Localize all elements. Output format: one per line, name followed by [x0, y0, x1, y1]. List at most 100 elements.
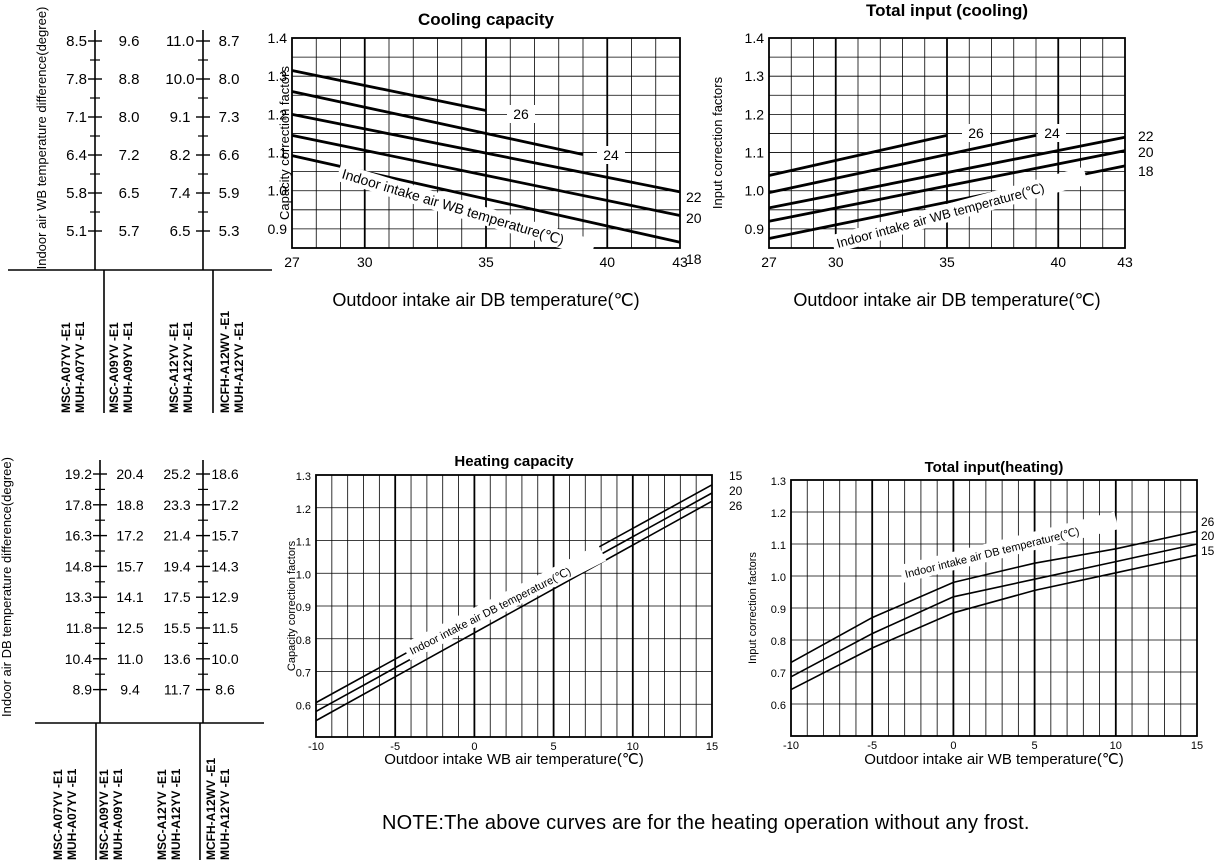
chart-title: Cooling capacity: [418, 10, 555, 29]
scale-value: 7.4: [170, 185, 191, 202]
scale-value: 19.4: [163, 558, 190, 574]
model-name: MCFH-A12WV -E1: [218, 311, 232, 413]
series-label-bg: [1038, 124, 1066, 142]
scale-value: 11.0: [117, 651, 143, 667]
y-tick-label: 1.0: [745, 183, 765, 199]
scale-value: 13.6: [163, 651, 190, 667]
scale-value: 10.0: [211, 651, 238, 667]
series-label: 18: [686, 251, 702, 267]
scale-value: 12.9: [211, 589, 238, 605]
x-tick-label: 43: [1117, 254, 1133, 270]
model-name: MUH-A09YV -E1: [111, 768, 125, 860]
y-tick-label: 0.6: [771, 700, 786, 712]
scale-value: 17.5: [163, 589, 190, 605]
x-axis-label: Outdoor intake air DB temperature(℃): [793, 290, 1100, 310]
y-tick-label: 1.3: [268, 68, 288, 84]
y-axis-label: Capacity correction factors: [277, 66, 292, 220]
table-y-label: Indoor air WB temperature difference(deg…: [34, 7, 49, 270]
scale-value: 5.9: [219, 185, 240, 202]
x-tick-label: 27: [761, 254, 777, 270]
scale-value: 5.3: [219, 223, 240, 240]
scale-value: 15.7: [116, 558, 143, 574]
scale-value: 15.7: [211, 528, 238, 544]
scale-value: 25.2: [163, 466, 190, 482]
series-line-20: [291, 133, 681, 217]
plot-frame: [291, 37, 681, 249]
x-tick-label: 0: [471, 741, 477, 753]
series-line-24: [291, 90, 584, 156]
plot-frame: [315, 474, 713, 738]
model-name: MSC-A07YV -E1: [51, 769, 65, 860]
series-label: 22: [686, 189, 702, 205]
x-tick-label: 40: [1050, 254, 1066, 270]
x-axis-label: Outdoor intake WB air temperature(℃): [384, 751, 643, 768]
scale-value: 17.2: [211, 497, 238, 513]
annotation-text: Indoor intake air WB temperature(℃): [340, 166, 566, 248]
y-tick-label: 0.9: [268, 221, 288, 237]
scale-value: 16.3: [65, 528, 92, 544]
scale-value: 5.8: [66, 185, 87, 202]
chart-title: Heating capacity: [454, 453, 574, 470]
series-line-26: [315, 500, 713, 722]
scale-value: 19.2: [65, 466, 92, 482]
x-tick-label: 5: [1032, 740, 1038, 752]
scale-value: 14.3: [211, 558, 238, 574]
series-label: 20: [1201, 529, 1215, 543]
scale-value: 6.5: [119, 185, 140, 202]
scale-value: 7.2: [119, 147, 140, 164]
note-text: NOTE:The above curves are for the heatin…: [382, 812, 1030, 834]
scale-value: 12.5: [116, 620, 143, 636]
series-label: 20: [686, 210, 702, 226]
model-name: MUH-A07YV -E1: [73, 321, 87, 413]
scale-value: 8.2: [170, 147, 191, 164]
annotation-group: Indoor intake air DB temperature(℃): [402, 544, 607, 661]
x-tick-label: 35: [478, 254, 494, 270]
scale-value: 18.8: [116, 497, 143, 513]
series-line-22: [291, 112, 681, 194]
x-tick-label: 30: [828, 254, 844, 270]
scale-value: 8.0: [219, 71, 240, 88]
scale-value: 8.8: [119, 71, 140, 88]
series-label: 26: [513, 106, 529, 122]
series-line-26: [768, 133, 948, 177]
series-line-24: [768, 133, 1037, 195]
scale-value: 8.5: [66, 33, 87, 50]
y-tick-label: 0.6: [296, 700, 311, 712]
scale-value: 18.6: [211, 466, 238, 482]
model-name: MSC-A12YV -E1: [167, 322, 181, 413]
scale-value: 11.7: [164, 682, 190, 698]
scale-value: 5.7: [119, 223, 140, 240]
model-name: MSC-A07YV -E1: [59, 322, 73, 413]
model-name: MUH-A07YV -E1: [65, 768, 79, 860]
x-tick-label: -5: [390, 741, 400, 753]
scale-value: 8.6: [215, 682, 235, 698]
scale-value: 10.4: [65, 651, 92, 667]
model-name: MUH-A12YV -E1: [181, 321, 195, 413]
scale-value: 8.0: [119, 109, 140, 126]
annotation-group: Indoor intake air DB temperature(℃): [898, 511, 1119, 583]
series-label: 22: [1138, 128, 1154, 144]
y-tick-label: 1.3: [296, 471, 311, 483]
annotation-group: Indoor intake air WB temperature(℃): [336, 163, 596, 258]
model-name: MUH-A12YV -E1: [169, 768, 183, 860]
y-tick-label: 1.3: [745, 68, 765, 84]
x-tick-label: 5: [551, 741, 557, 753]
scale-value: 20.4: [116, 466, 143, 482]
scale-value: 7.3: [219, 109, 240, 126]
chart-title: Total input (cooling): [866, 1, 1028, 20]
series-label-bg: [597, 146, 625, 164]
model-name: MUH-A09YV -E1: [121, 321, 135, 413]
model-name: MUH-A12YV -E1: [232, 321, 246, 413]
series-label: 15: [1201, 544, 1215, 558]
y-tick-label: 1.1: [771, 540, 786, 552]
x-tick-label: 10: [627, 741, 639, 753]
scale-value: 9.4: [120, 682, 140, 698]
series-label: 26: [968, 125, 984, 141]
x-tick-label: -10: [308, 741, 324, 753]
x-tick-label: 43: [672, 254, 688, 270]
series-label: 24: [603, 147, 619, 163]
y-axis-label: Input correction factors: [710, 76, 725, 209]
y-axis-label: Capacity correction factors: [286, 540, 298, 671]
x-tick-label: -5: [867, 740, 877, 752]
